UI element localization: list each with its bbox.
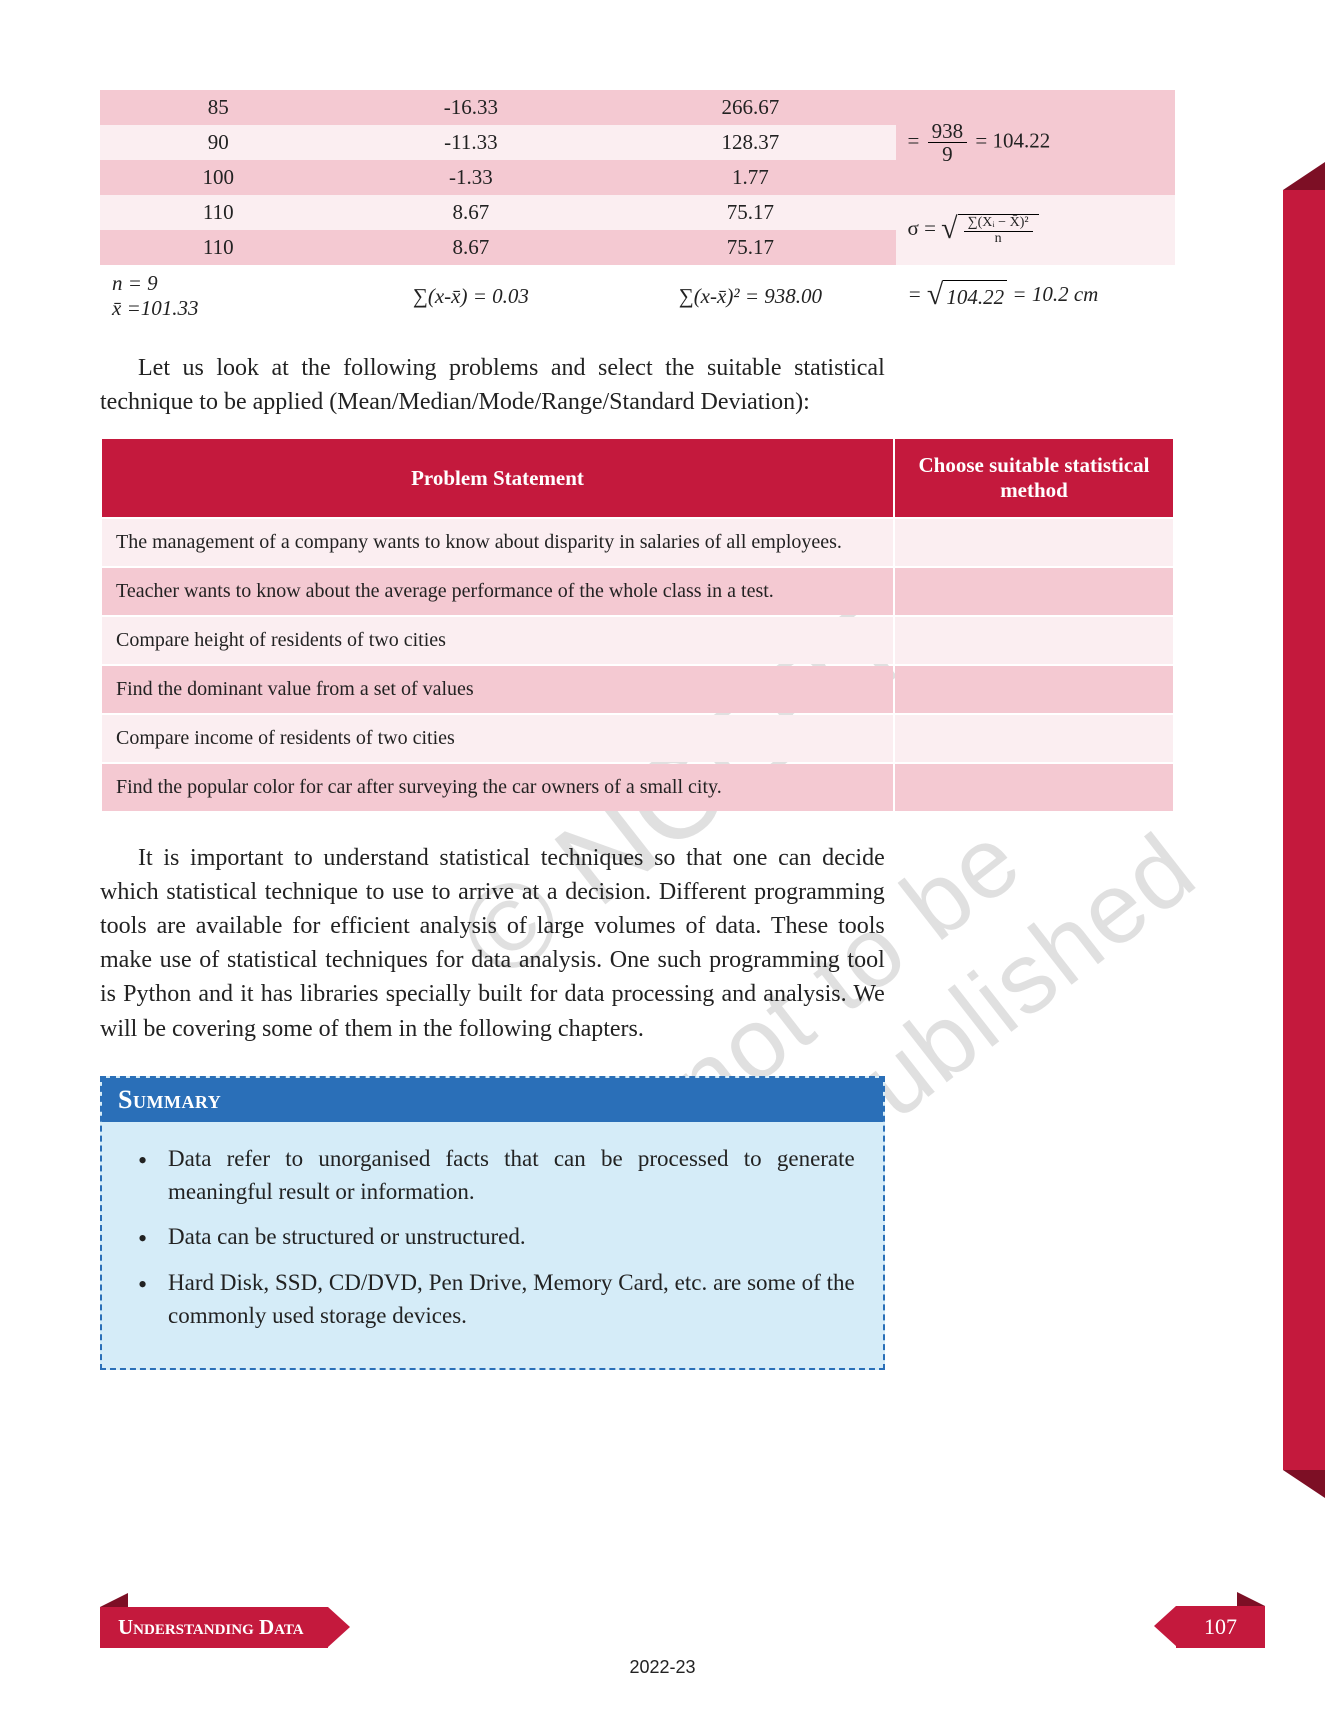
answer-cell[interactable] <box>895 617 1173 664</box>
table-summary-row: n = 9 x̄ =101.33 ∑(x-x̄) = 0.03 ∑(x-x̄)²… <box>100 265 1175 323</box>
calc-sigma-formula: σ = √∑(Xᵢ − X̄)²n <box>896 195 1176 265</box>
summary-item: Data can be structured or unstructured. <box>150 1220 855 1253</box>
page-number: 107 <box>1176 1606 1265 1648</box>
table-row: Compare height of residents of two citie… <box>102 617 1173 664</box>
intro-paragraph-2: It is important to understand statistica… <box>100 841 885 1045</box>
summary-item: Data refer to unorganised facts that can… <box>150 1142 855 1209</box>
table-row: The management of a company wants to kno… <box>102 519 1173 566</box>
summary-n: n = 9 x̄ =101.33 <box>100 265 337 323</box>
table-row: 85 -16.33 266.67 = 9389 = 104.22 <box>100 90 1175 125</box>
problem-table: Problem Statement Choose suitable statis… <box>100 437 1175 813</box>
table-row: Compare income of residents of two citie… <box>102 715 1173 762</box>
table-row: 110 8.67 75.17 σ = √∑(Xᵢ − X̄)²n <box>100 195 1175 230</box>
summary-item: Hard Disk, SSD, CD/DVD, Pen Drive, Memor… <box>150 1266 855 1333</box>
table-header-row: Problem Statement Choose suitable statis… <box>102 439 1173 517</box>
answer-cell[interactable] <box>895 519 1173 566</box>
footer-year: 2022-23 <box>629 1657 695 1678</box>
calc-mean-square: = 9389 = 104.22 <box>896 90 1176 195</box>
header-problem: Problem Statement <box>102 439 893 517</box>
cell-x: 85 <box>100 90 337 125</box>
table-row: Find the popular color for car after sur… <box>102 764 1173 811</box>
cell-dev: -16.33 <box>337 90 606 125</box>
variance-data-table: 85 -16.33 266.67 = 9389 = 104.22 90 -11.… <box>100 90 1175 323</box>
table-row: Teacher wants to know about the average … <box>102 568 1173 615</box>
chapter-title: Understanding Data <box>100 1607 328 1648</box>
summary-sum-dev: ∑(x-x̄) = 0.03 <box>337 265 606 323</box>
side-bar-notch-bottom <box>1283 1470 1325 1498</box>
footer-chapter-ribbon: Understanding Data <box>100 1607 328 1648</box>
page-content: 85 -16.33 266.67 = 9389 = 104.22 90 -11.… <box>0 0 1325 1430</box>
summary-box: Summary Data refer to unorganised facts … <box>100 1076 885 1371</box>
summary-list: Data refer to unorganised facts that can… <box>102 1122 883 1369</box>
intro-paragraph-1: Let us look at the following problems an… <box>100 351 885 419</box>
table-row: Find the dominant value from a set of va… <box>102 666 1173 713</box>
calc-result: = √104.22 = 10.2 cm <box>896 265 1176 323</box>
answer-cell[interactable] <box>895 568 1173 615</box>
cell-sq: 266.67 <box>605 90 895 125</box>
header-method: Choose suitable statistical method <box>895 439 1173 517</box>
answer-cell[interactable] <box>895 666 1173 713</box>
summary-title: Summary <box>102 1078 883 1122</box>
answer-cell[interactable] <box>895 715 1173 762</box>
summary-sum-sq: ∑(x-x̄)² = 938.00 <box>605 265 895 323</box>
footer-page-ribbon: 107 <box>1176 1606 1265 1648</box>
answer-cell[interactable] <box>895 764 1173 811</box>
